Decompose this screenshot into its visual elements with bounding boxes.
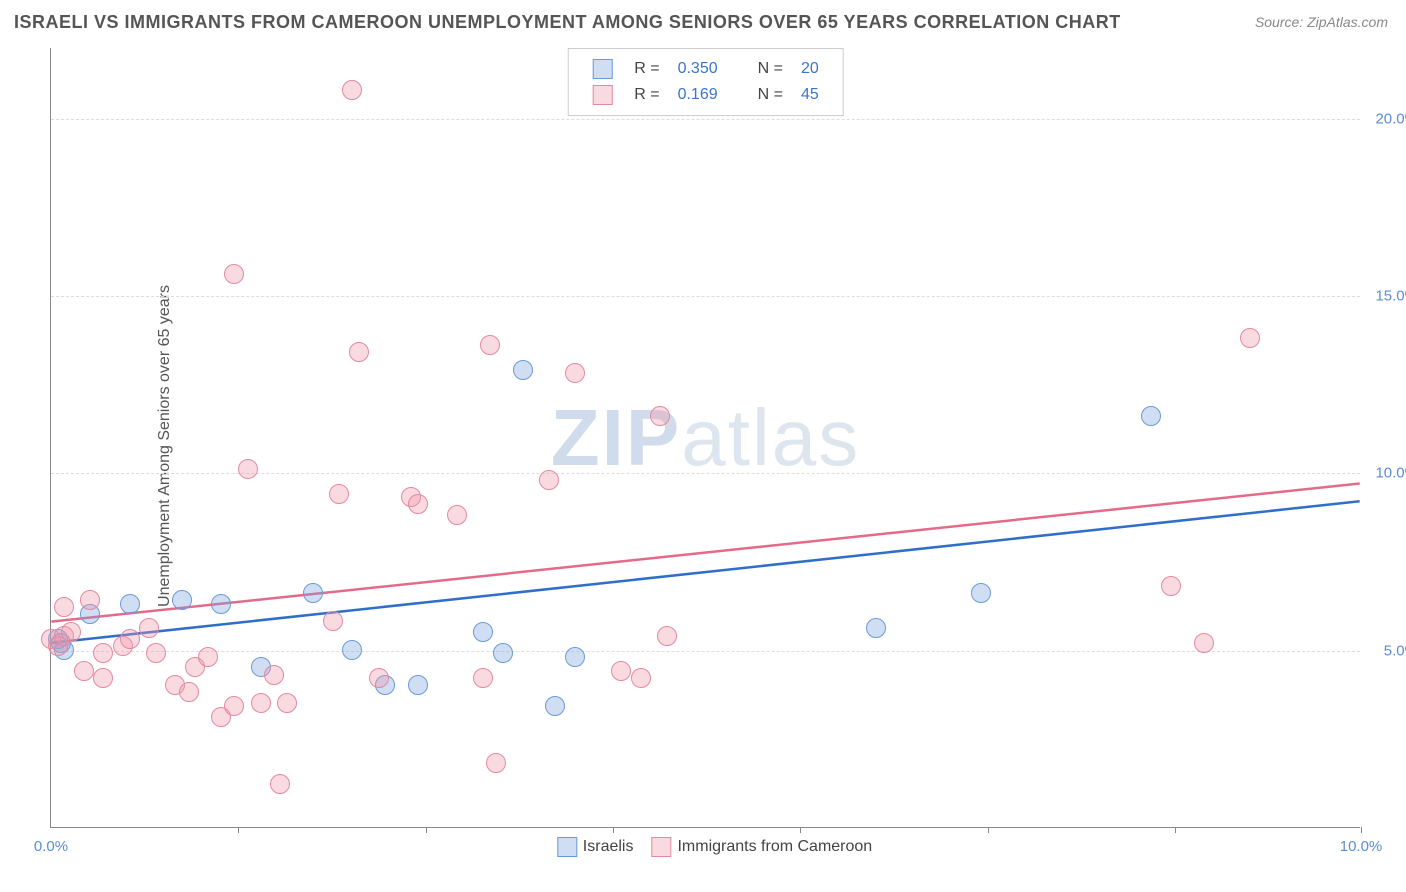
x-tick [800, 827, 801, 833]
x-tick [1175, 827, 1176, 833]
data-point [120, 629, 140, 649]
data-point [211, 594, 231, 614]
data-point [139, 618, 159, 638]
y-tick-label: 20.0% [1375, 110, 1406, 127]
x-tick [238, 827, 239, 833]
x-tick [426, 827, 427, 833]
legend-label: Israelis [583, 838, 634, 855]
chart-title: ISRAELI VS IMMIGRANTS FROM CAMEROON UNEM… [14, 12, 1121, 33]
data-point [146, 643, 166, 663]
series-legend: Israelis Immigrants from Cameroon [539, 837, 872, 857]
data-point [179, 682, 199, 702]
data-point [61, 622, 81, 642]
scatter-plot: ZIPatlas R =0.350N =20R =0.169N =45 Isra… [50, 48, 1360, 828]
data-point [545, 696, 565, 716]
data-point [657, 626, 677, 646]
legend-row: R =0.350N =20 [584, 57, 827, 81]
data-point [80, 590, 100, 610]
x-tick-label: 0.0% [34, 838, 68, 855]
data-point [120, 594, 140, 614]
data-point [650, 406, 670, 426]
data-point [565, 363, 585, 383]
gridline [51, 119, 1360, 120]
x-tick-label: 10.0% [1340, 838, 1383, 855]
legend-label: Immigrants from Cameroon [677, 838, 872, 855]
data-point [631, 668, 651, 688]
legend-swatch [651, 837, 671, 857]
data-point [486, 753, 506, 773]
data-point [224, 696, 244, 716]
data-point [74, 661, 94, 681]
trend-lines [51, 48, 1360, 827]
legend-row: R =0.169N =45 [584, 83, 827, 107]
data-point [342, 640, 362, 660]
data-point [408, 494, 428, 514]
data-point [369, 668, 389, 688]
data-point [971, 583, 991, 603]
x-tick [1361, 827, 1362, 833]
data-point [611, 661, 631, 681]
watermark: ZIPatlas [551, 392, 860, 484]
gridline [51, 651, 1360, 652]
source-label: Source: ZipAtlas.com [1255, 14, 1388, 30]
legend-swatch [557, 837, 577, 857]
data-point [480, 335, 500, 355]
x-tick [613, 827, 614, 833]
data-point [473, 668, 493, 688]
data-point [1141, 406, 1161, 426]
data-point [473, 622, 493, 642]
data-point [303, 583, 323, 603]
data-point [198, 647, 218, 667]
y-tick-label: 10.0% [1375, 465, 1406, 482]
y-tick-label: 5.0% [1384, 642, 1406, 659]
data-point [93, 668, 113, 688]
data-point [539, 470, 559, 490]
data-point [513, 360, 533, 380]
data-point [93, 643, 113, 663]
data-point [342, 80, 362, 100]
data-point [866, 618, 886, 638]
data-point [493, 643, 513, 663]
data-point [447, 505, 467, 525]
data-point [1240, 328, 1260, 348]
data-point [251, 693, 271, 713]
data-point [238, 459, 258, 479]
data-point [408, 675, 428, 695]
data-point [270, 774, 290, 794]
data-point [172, 590, 192, 610]
y-tick-label: 15.0% [1375, 288, 1406, 305]
data-point [264, 665, 284, 685]
data-point [1161, 576, 1181, 596]
correlation-legend: R =0.350N =20R =0.169N =45 [567, 48, 844, 116]
data-point [1194, 633, 1214, 653]
data-point [565, 647, 585, 667]
data-point [224, 264, 244, 284]
data-point [329, 484, 349, 504]
data-point [54, 597, 74, 617]
gridline [51, 296, 1360, 297]
data-point [277, 693, 297, 713]
x-tick [988, 827, 989, 833]
data-point [323, 611, 343, 631]
data-point [349, 342, 369, 362]
